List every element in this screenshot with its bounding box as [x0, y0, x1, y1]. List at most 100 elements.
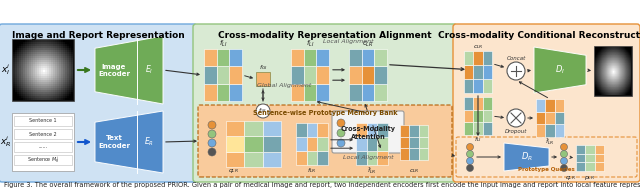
Text: Concat: Concat — [506, 56, 525, 60]
FancyBboxPatch shape — [0, 24, 197, 182]
Bar — [474, 110, 483, 122]
Bar — [367, 151, 378, 165]
Bar — [307, 137, 317, 151]
Circle shape — [337, 129, 345, 137]
Bar — [378, 123, 388, 137]
Circle shape — [507, 62, 525, 80]
Bar — [483, 51, 492, 65]
Text: $c_{LR}$: $c_{LR}$ — [473, 43, 483, 51]
Bar — [356, 123, 367, 137]
Bar — [576, 162, 586, 171]
Bar — [374, 49, 387, 66]
Text: $\hat{f}_{LR}$: $\hat{f}_{LR}$ — [545, 137, 555, 147]
Text: $c_{LR}$: $c_{LR}$ — [409, 167, 419, 175]
Bar — [316, 84, 329, 101]
Bar — [303, 49, 316, 66]
Text: $p_{LR}$: $p_{LR}$ — [584, 174, 596, 182]
Bar — [545, 112, 555, 124]
Bar — [356, 151, 367, 165]
Bar — [410, 137, 419, 148]
Bar — [362, 84, 374, 101]
Text: Sentence 2: Sentence 2 — [29, 132, 57, 136]
Bar — [349, 84, 362, 101]
Bar — [262, 121, 281, 136]
Bar — [296, 151, 307, 165]
Bar — [576, 145, 586, 154]
Bar — [586, 162, 595, 171]
Circle shape — [467, 157, 474, 164]
Text: Image and Report Representation: Image and Report Representation — [12, 30, 184, 40]
Bar — [474, 51, 483, 65]
Bar — [14, 129, 72, 139]
Text: $q_{LR}$: $q_{LR}$ — [228, 167, 239, 175]
Bar — [204, 66, 217, 84]
Bar — [464, 51, 474, 65]
Bar — [12, 113, 74, 171]
Polygon shape — [95, 36, 163, 104]
Bar — [374, 84, 387, 101]
Bar — [464, 65, 474, 79]
Text: Image
Encoder: Image Encoder — [98, 64, 130, 77]
Circle shape — [208, 148, 216, 156]
Bar — [244, 121, 262, 136]
Bar — [595, 162, 604, 171]
FancyBboxPatch shape — [332, 111, 404, 153]
Circle shape — [208, 130, 216, 138]
Bar — [291, 49, 303, 66]
Bar — [536, 112, 545, 124]
Text: Cross-modality Representation Alignment: Cross-modality Representation Alignment — [218, 30, 432, 40]
Bar — [291, 66, 303, 84]
Text: Cross-Modality: Cross-Modality — [340, 126, 396, 132]
Bar — [536, 124, 545, 137]
Bar — [307, 151, 317, 165]
Bar — [362, 49, 374, 66]
Bar — [374, 66, 387, 84]
Bar — [400, 137, 410, 148]
Text: Cross-modality Conditional Reconstruction: Cross-modality Conditional Reconstructio… — [438, 30, 640, 40]
Bar — [464, 122, 474, 135]
Text: $f_{LI}$: $f_{LI}$ — [219, 39, 227, 49]
Bar — [204, 49, 217, 66]
FancyBboxPatch shape — [453, 24, 640, 182]
Bar — [378, 137, 388, 151]
Bar — [307, 123, 317, 137]
Polygon shape — [534, 47, 586, 93]
Bar — [316, 66, 329, 84]
Bar — [419, 148, 428, 160]
Text: $f_{GI}$: $f_{GI}$ — [259, 64, 268, 72]
Text: $D_I$: $D_I$ — [555, 64, 565, 76]
Bar — [410, 125, 419, 137]
Bar — [296, 123, 307, 137]
Text: ......: ...... — [38, 145, 47, 149]
Circle shape — [337, 119, 345, 127]
Bar — [474, 65, 483, 79]
Bar — [483, 97, 492, 110]
Bar — [244, 136, 262, 152]
Bar — [244, 152, 262, 167]
Polygon shape — [95, 111, 163, 173]
Bar — [594, 46, 632, 96]
Bar — [262, 136, 281, 152]
Text: $E_I$: $E_I$ — [145, 64, 154, 76]
Bar — [400, 148, 410, 160]
Bar — [14, 155, 72, 165]
Text: $\hat{f}_{LR}$: $\hat{f}_{LR}$ — [367, 166, 377, 176]
Bar — [362, 66, 374, 84]
Text: Sentence $M_R^i$: Sentence $M_R^i$ — [27, 155, 60, 165]
Bar — [464, 110, 474, 122]
Bar — [14, 142, 72, 152]
Bar — [226, 121, 244, 136]
Text: $E_R$: $E_R$ — [145, 136, 154, 148]
Bar — [419, 125, 428, 137]
Bar — [474, 122, 483, 135]
Bar — [367, 123, 378, 137]
Text: $c_{LR}$: $c_{LR}$ — [362, 39, 374, 49]
Bar — [483, 79, 492, 93]
Text: $f_{GR}$: $f_{GR}$ — [259, 107, 268, 115]
Bar — [464, 79, 474, 93]
Text: $D_R$: $D_R$ — [520, 151, 532, 163]
Bar — [378, 151, 388, 165]
Text: Sentence-wise Prototype Memory Bank: Sentence-wise Prototype Memory Bank — [253, 110, 397, 116]
Bar — [464, 97, 474, 110]
Text: $x_R^i$: $x_R^i$ — [0, 135, 12, 149]
